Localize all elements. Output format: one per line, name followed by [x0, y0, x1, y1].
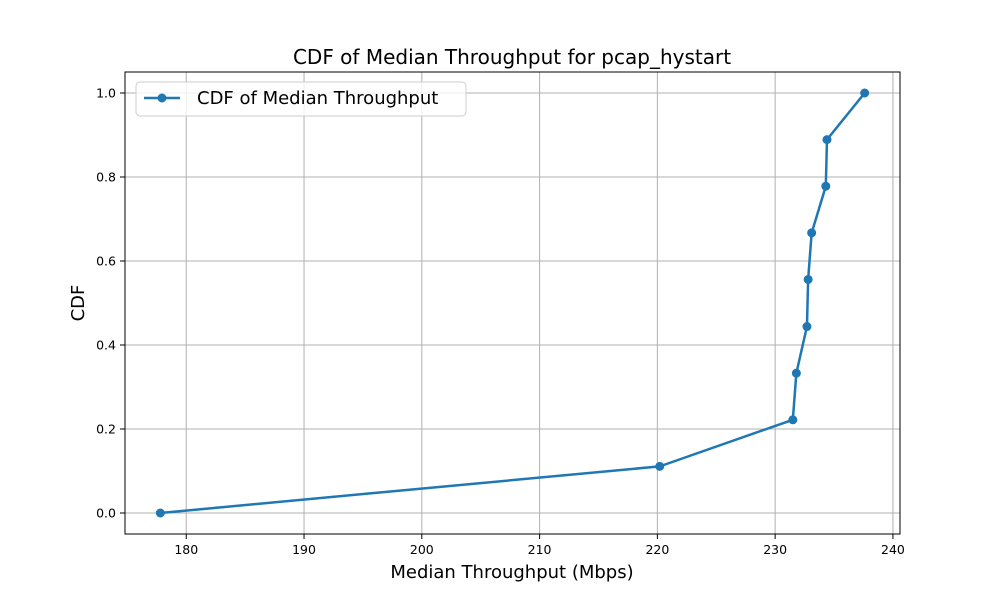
x-tick-label: 210 [528, 542, 552, 557]
data-point [655, 461, 665, 471]
series-line [160, 92, 866, 515]
x-tick-label: 220 [645, 542, 669, 557]
data-point [802, 322, 812, 332]
legend-entry-label: CDF of Median Throughput [197, 88, 438, 109]
y-axis-label: CDF [68, 285, 89, 322]
data-point [807, 228, 817, 238]
data-point [155, 508, 165, 518]
grid [125, 72, 900, 534]
x-axis-label: Median Throughput (Mbps) [390, 562, 633, 583]
x-tick-label: 240 [881, 542, 905, 557]
x-tick-label: 230 [763, 542, 787, 557]
y-tick-label: 0.8 [96, 170, 116, 185]
axis-ticks: 180 190 200 210 220 230 240 0.0 0.2 0.4 0.6 0.8 1.0 [96, 86, 905, 558]
legend-box [135, 81, 467, 117]
chart-title: CDF of Median Throughput for pcap_hystar… [293, 45, 731, 69]
data-point [803, 274, 813, 284]
data-point [791, 368, 801, 378]
plot-frame [124, 71, 901, 535]
data-point [860, 88, 870, 98]
data-point [822, 135, 832, 145]
y-tick-label: 0.0 [96, 506, 116, 521]
x-tick-label: 200 [410, 542, 434, 557]
x-tick-label: 190 [292, 542, 316, 557]
y-tick-label: 0.4 [96, 338, 116, 353]
legend: CDF of Median Throughput [135, 81, 467, 117]
y-tick-label: 1.0 [96, 86, 116, 101]
legend-point-marker [157, 93, 167, 103]
data-point [821, 181, 831, 191]
y-tick-label: 0.2 [96, 422, 116, 437]
y-tick-label: 0.6 [96, 254, 116, 269]
x-tick-label: 180 [174, 542, 198, 557]
data-point [788, 415, 798, 425]
series-layer [155, 88, 870, 518]
